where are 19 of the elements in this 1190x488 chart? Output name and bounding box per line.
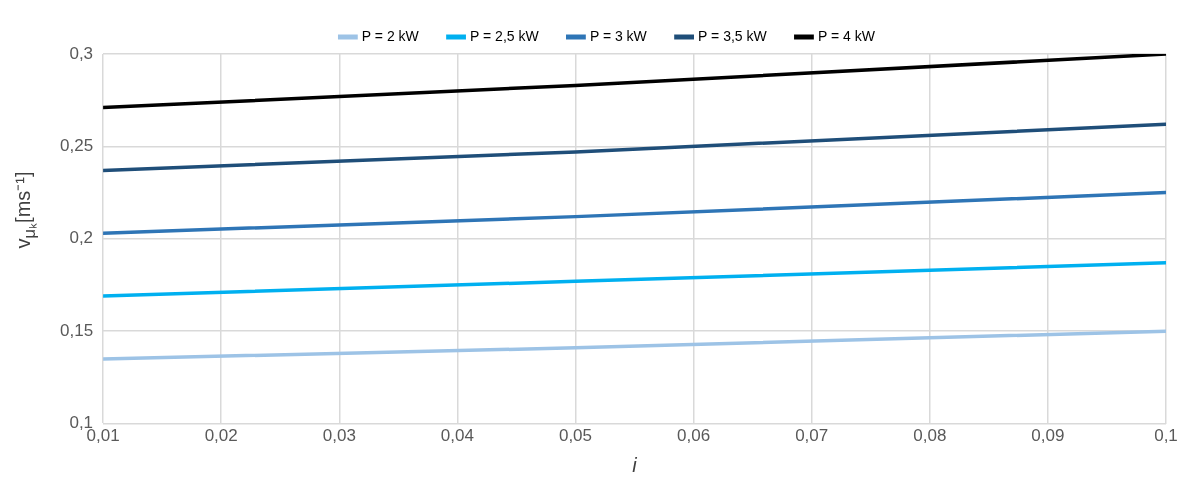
y-tick-label: 0,25 (59, 136, 94, 156)
x-tick-label: 0,06 (677, 426, 711, 446)
x-tick-label: 0,04 (440, 426, 474, 446)
y-tick-label: 0,15 (59, 320, 94, 340)
legend-label: P = 2,5 kW (470, 27, 540, 44)
legend-label: P = 3,5 kW (698, 27, 768, 44)
x-tick-label: 0,02 (204, 426, 238, 446)
x-tick-label: 0,03 (322, 426, 356, 446)
x-tick-label: 0,09 (1031, 426, 1065, 446)
x-tick-label: 0,1 (1154, 426, 1178, 446)
legend-label: P = 3 kW (589, 27, 648, 44)
x-tick-label: 0,08 (913, 426, 947, 446)
x-tick-label: 0,05 (558, 426, 593, 446)
y-tick-label: 0,3 (69, 43, 94, 63)
legend-label: P = 2 kW (361, 27, 420, 44)
legend-label: P = 4 kW (817, 27, 876, 44)
y-tick-label: 0,2 (69, 228, 94, 248)
x-axis-title: i (632, 453, 638, 476)
x-tick-label: 0,07 (795, 426, 829, 446)
